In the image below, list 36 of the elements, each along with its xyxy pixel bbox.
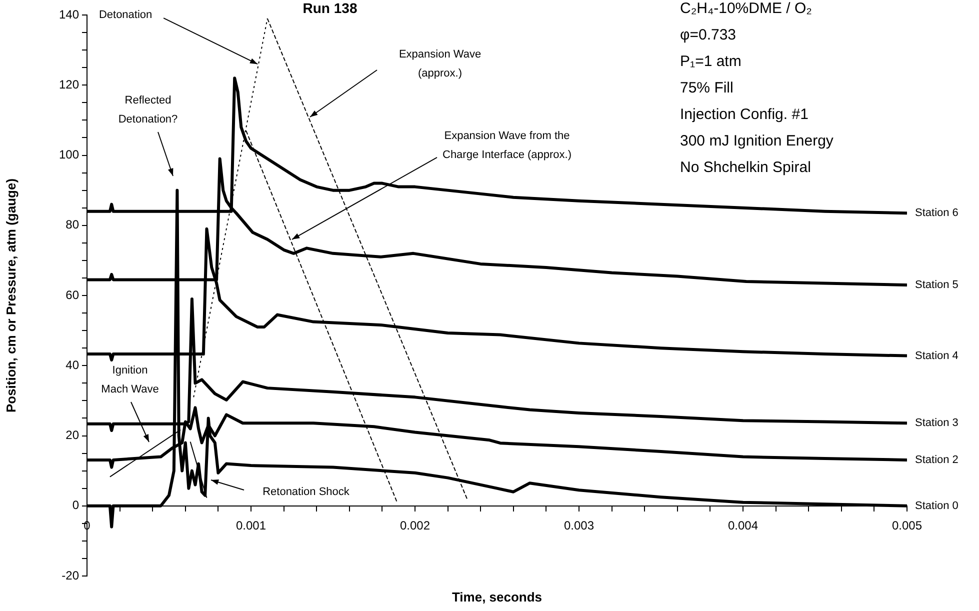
annotation: P₁=1 atm xyxy=(680,53,742,70)
annotation: C₂H₄-10%DME / O₂ xyxy=(680,0,812,18)
series-label: Station 3 xyxy=(915,417,958,430)
annotation: Retonation Shock xyxy=(262,486,350,498)
chart-title: Run 138 xyxy=(302,0,358,16)
y-tick-label: 0 xyxy=(72,498,80,512)
series-label: Station 2 xyxy=(915,454,958,466)
y-tick-label: -20 xyxy=(62,568,80,582)
annotation: 75% Fill xyxy=(680,80,734,97)
y-tick-label: 140 xyxy=(58,7,80,22)
x-tick-label: 0.002 xyxy=(400,518,430,532)
annotation: No Shchelkin Spiral xyxy=(680,159,811,176)
annotation: Expansion Wave (approx.) xyxy=(398,48,482,80)
y-tick-label: 60 xyxy=(66,288,80,302)
series-label: Station 4 xyxy=(915,350,958,362)
y-tick-label: 40 xyxy=(66,358,80,372)
series-label: Station 6 xyxy=(915,207,958,220)
y-tick-label: 80 xyxy=(66,218,80,232)
x-tick-label: 0.003 xyxy=(564,518,594,532)
x-axis-title: Time, seconds xyxy=(452,590,542,605)
annotation: φ=0.733 xyxy=(680,26,736,44)
y-tick-label: 100 xyxy=(58,148,80,162)
x-tick-label: 0.005 xyxy=(892,518,922,532)
annotation: 300 mJ Ignition Energy xyxy=(680,132,834,150)
annotation: Detonation xyxy=(98,9,152,22)
x-tick-label: 0.001 xyxy=(236,518,266,532)
y-tick-label: 20 xyxy=(66,428,80,442)
y-tick-label: 120 xyxy=(58,77,80,92)
series-label: Station 5 xyxy=(915,279,958,292)
annotation: Ignition Mach Wave xyxy=(101,364,159,396)
annotation: Expansion Wave from the Charge Interface (approx.) xyxy=(442,130,572,161)
x-tick-label: 0.004 xyxy=(728,518,758,532)
annotation: Injection Config. #1 xyxy=(680,106,808,124)
y-axis-title: Position, cm or Pressure, atm (gauge) xyxy=(3,178,18,413)
series-label: Station 0 xyxy=(915,500,958,512)
annotation: Reflected Detonation? xyxy=(118,94,178,126)
